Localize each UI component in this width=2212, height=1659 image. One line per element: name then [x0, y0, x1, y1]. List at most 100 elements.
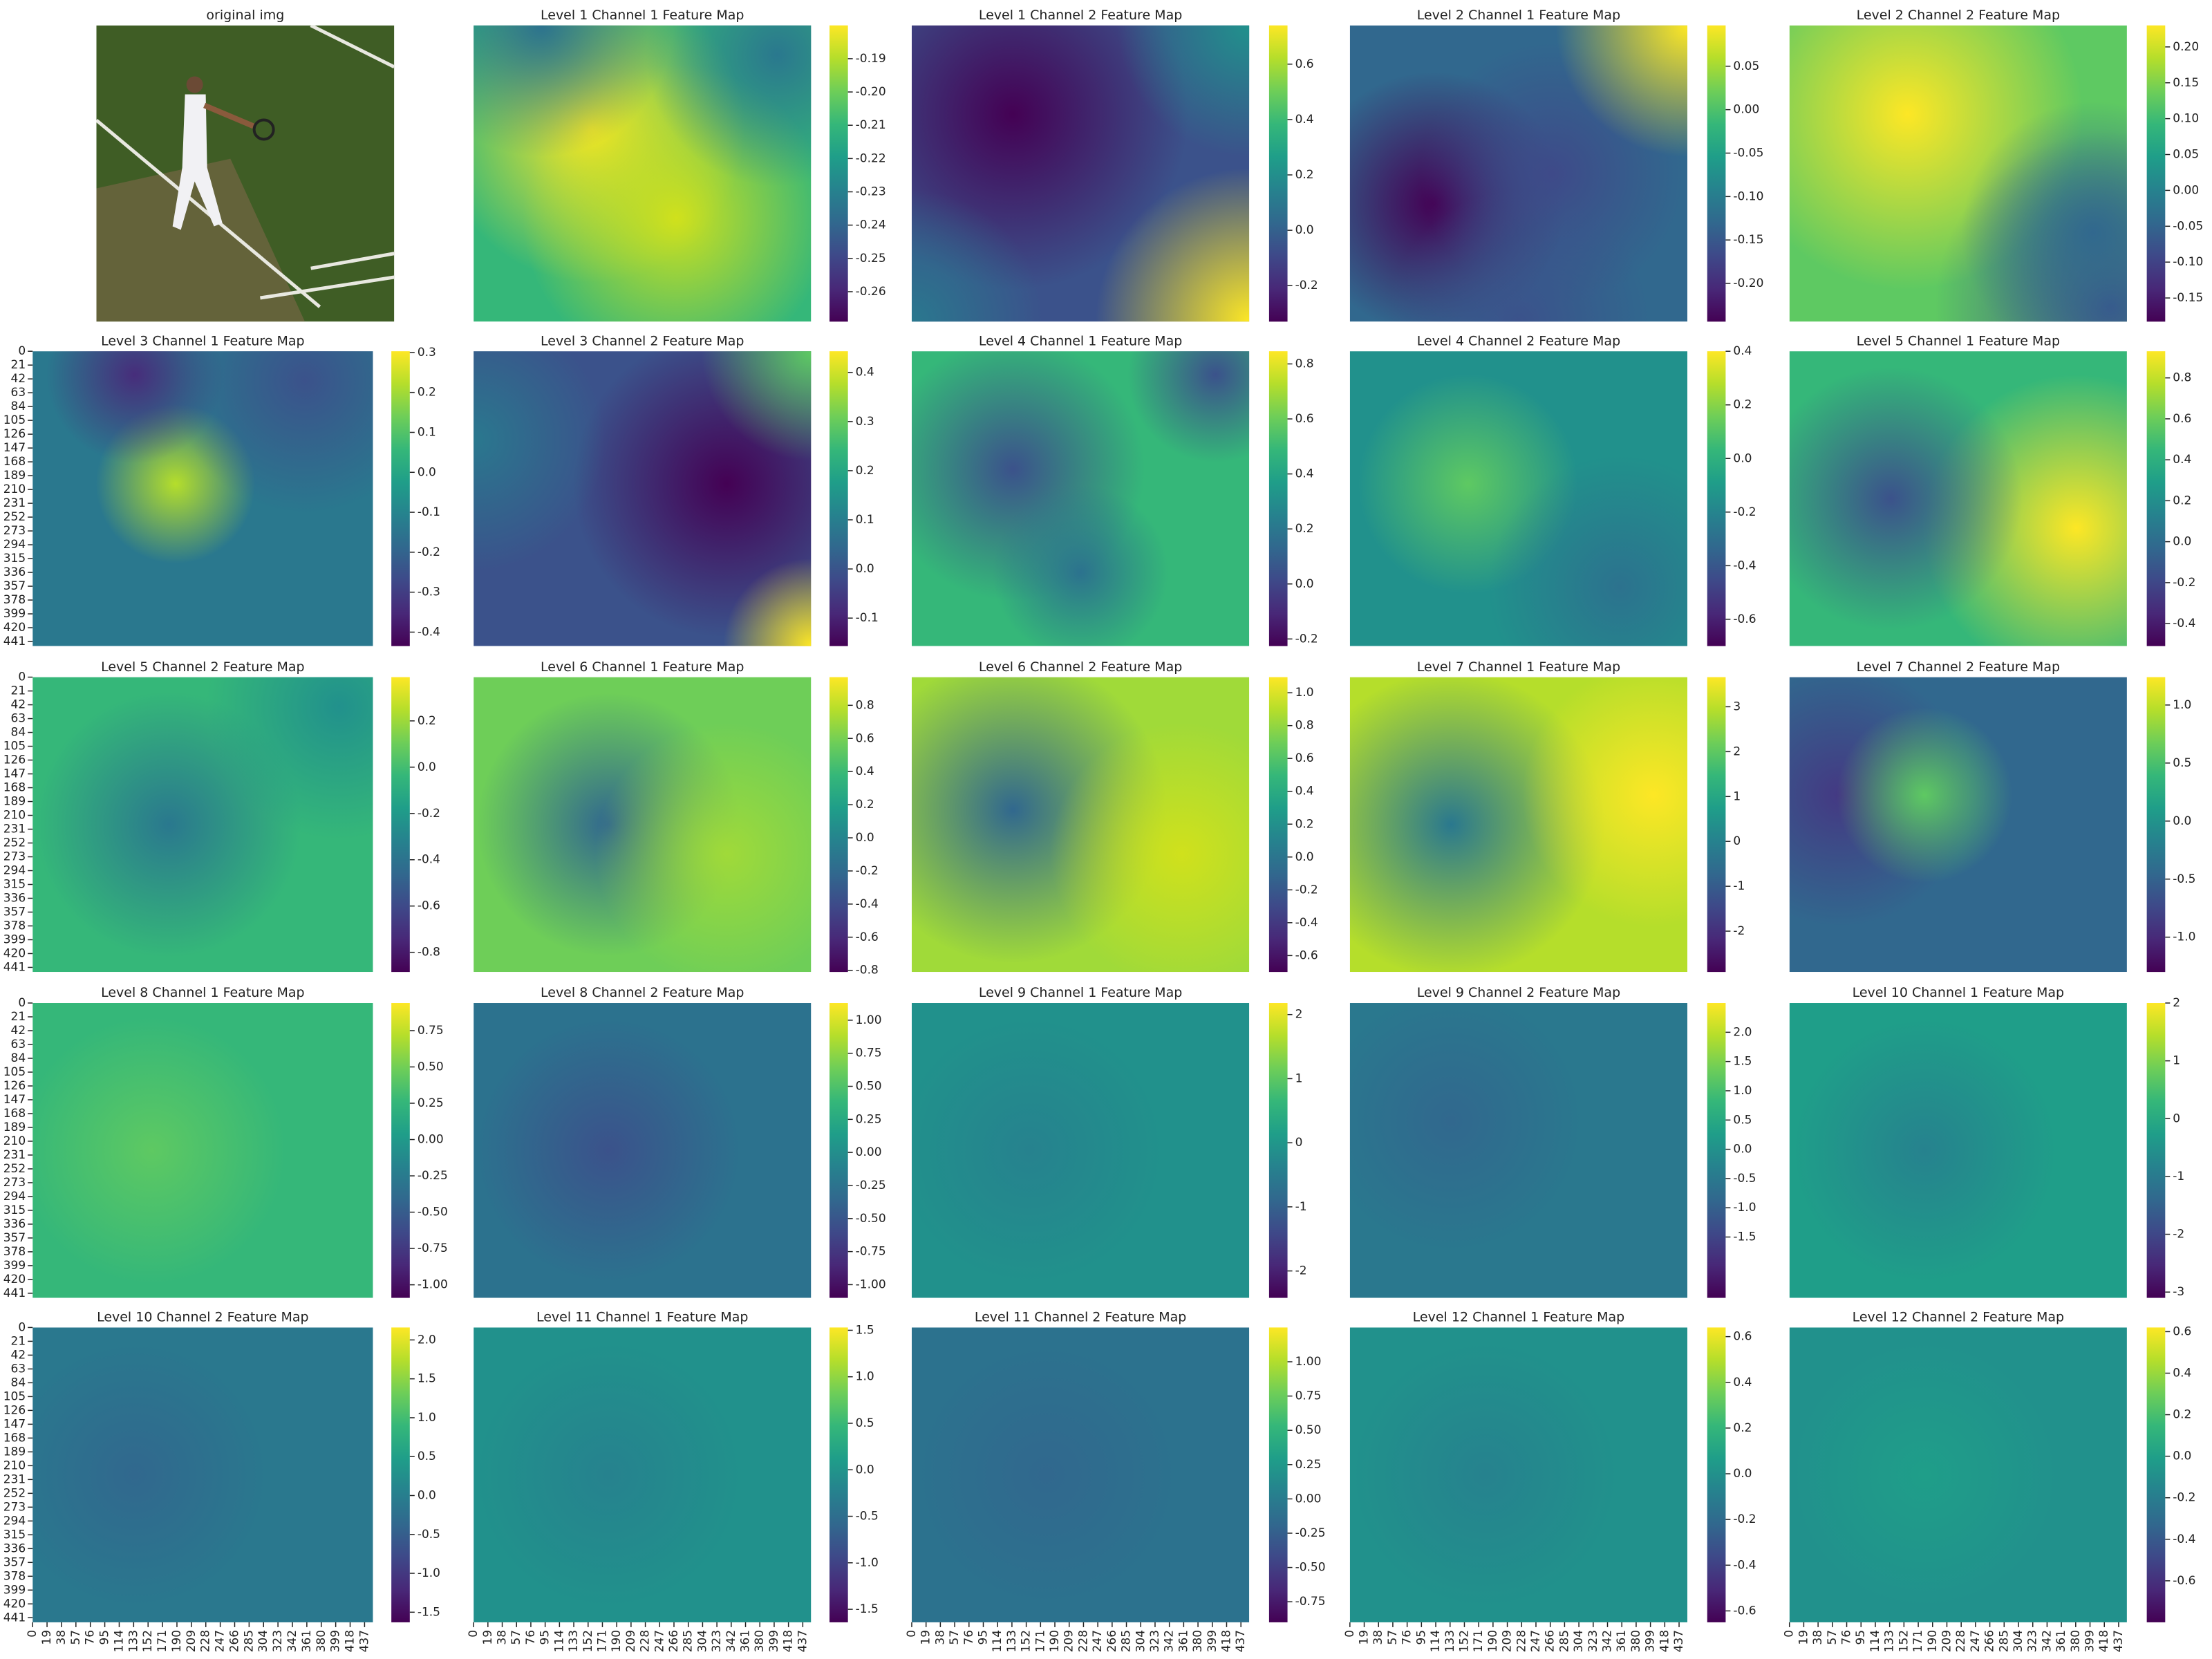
- y-tick-label: 399: [3, 1583, 26, 1597]
- y-tick-label: 168: [3, 1107, 26, 1121]
- colorbar-tick-label: -0.4: [856, 897, 879, 911]
- panel-title: Level 5 Channel 2 Feature Map: [101, 659, 304, 675]
- x-tick-label: 209: [185, 1630, 198, 1652]
- x-tick-label: 76: [84, 1630, 97, 1645]
- x-tick-label: 133: [126, 1630, 140, 1652]
- colorbar: [391, 677, 410, 973]
- colorbar-tick-label: -1: [1733, 879, 1745, 893]
- colorbar-tick-label: 2.0: [418, 1333, 436, 1347]
- x-tick-label: 209: [624, 1630, 638, 1652]
- colorbar-tick-label: 0.2: [2173, 494, 2191, 507]
- colorbar-tick-label: -0.5: [856, 1510, 879, 1524]
- colorbar-tick-label: 0.75: [1295, 1389, 1322, 1403]
- colorbar-tick-label: 0.0: [856, 831, 874, 845]
- x-tick-label: 0: [1783, 1630, 1797, 1638]
- colorbar-tick-label: 1: [2173, 1054, 2180, 1068]
- colorbar-tick-label: 0.00: [418, 1133, 444, 1147]
- y-tick-label: 357: [3, 1231, 26, 1245]
- x-tick-label: 399: [2083, 1630, 2097, 1652]
- x-tick-label: 95: [538, 1630, 552, 1645]
- court-line: [260, 275, 395, 300]
- y-tick-label: 441: [3, 635, 26, 648]
- x-tick-label: 399: [1644, 1630, 1658, 1652]
- colorbar-tick-label: 0.1: [418, 425, 436, 439]
- colorbar: [2146, 1003, 2166, 1298]
- y-tick-label: 231: [3, 823, 26, 836]
- heatmap: [474, 25, 812, 322]
- y-tick-label: 189: [3, 469, 26, 482]
- colorbar-tick-label: 1: [1733, 789, 1741, 803]
- x-tick-label: 247: [214, 1630, 227, 1652]
- heatmap: [1789, 1327, 2127, 1622]
- colorbar-tick-label: 0.25: [1295, 1458, 1322, 1472]
- colorbar-tick-label: 0.20: [2173, 40, 2199, 54]
- colorbar-tick-label: -0.2: [1295, 632, 1318, 646]
- colorbar-tick-label: 0.0: [418, 1488, 436, 1502]
- heatmap-blob: [32, 1018, 285, 1284]
- x-tick-label: 361: [300, 1630, 314, 1652]
- colorbar-tick-label: 0.3: [418, 346, 436, 359]
- colorbar-tick-label: -0.25: [418, 1169, 448, 1183]
- y-tick-label: 189: [3, 1445, 26, 1459]
- x-tick-label: 437: [1672, 1630, 1686, 1652]
- colorbar-tick-label: 0.2: [418, 714, 436, 728]
- heatmap-blob: [915, 1343, 1179, 1607]
- y-tick-label: 357: [3, 579, 26, 593]
- heatmap: [32, 677, 373, 973]
- colorbar-tick-label: 1.0: [856, 1370, 874, 1384]
- colorbar-tick-label: 0.4: [2173, 453, 2191, 467]
- colorbar-tick-label: 3: [1733, 700, 1741, 713]
- panel-title: Level 4 Channel 2 Feature Map: [1417, 333, 1620, 348]
- colorbar-tick-label: -0.25: [856, 1179, 886, 1192]
- colorbar-tick-label: 0: [1733, 834, 1741, 848]
- colorbar-tick-label: -0.50: [418, 1206, 448, 1219]
- court-line: [310, 25, 395, 68]
- x-tick-label: 95: [98, 1630, 112, 1645]
- colorbar-tick-label: 0.05: [2173, 148, 2199, 162]
- panel-title: Level 8 Channel 1 Feature Map: [101, 985, 304, 1000]
- x-tick-label: 152: [1897, 1630, 1911, 1652]
- colorbar-tick-label: 0.0: [418, 760, 436, 774]
- colorbar-tick-label: -0.10: [2173, 255, 2203, 269]
- heatmap-blob: [1837, 707, 2012, 883]
- y-tick-label: 336: [3, 1217, 26, 1231]
- x-tick-label: 418: [1219, 1630, 1233, 1652]
- y-tick-label: 168: [3, 455, 26, 469]
- y-tick-label: 105: [3, 1065, 26, 1079]
- x-tick-label: 361: [2054, 1630, 2068, 1652]
- x-tick-label: 152: [141, 1630, 155, 1652]
- panel-title: Level 10 Channel 2 Feature Map: [97, 1310, 309, 1325]
- x-tick-label: 38: [1811, 1630, 1825, 1645]
- colorbar-tick-label: 0.3: [856, 415, 874, 429]
- colorbar-tick-label: 0.6: [856, 731, 874, 745]
- x-tick-label: 323: [271, 1630, 285, 1652]
- colorbar-tick-label: -0.2: [418, 545, 440, 559]
- colorbar-tick-label: -1.00: [418, 1278, 448, 1292]
- colorbar-tick-label: -1.0: [1733, 1201, 1756, 1215]
- x-tick-label: 152: [1457, 1630, 1471, 1652]
- panel-title: Level 9 Channel 2 Feature Map: [1417, 985, 1620, 1000]
- heatmap: [474, 1327, 812, 1622]
- colorbar-tick-label: 1.5: [418, 1372, 436, 1386]
- colorbar: [1268, 351, 1288, 646]
- x-tick-label: 19: [1797, 1630, 1810, 1645]
- heatmap-blob: [1792, 1343, 2056, 1607]
- x-tick-label: 380: [753, 1630, 767, 1652]
- y-tick-label: 105: [3, 1389, 26, 1403]
- colorbar: [2146, 25, 2166, 322]
- x-tick-label: 57: [1826, 1630, 1839, 1645]
- y-tick-label: 105: [3, 413, 26, 427]
- colorbar-tick-label: 0.00: [1733, 103, 1759, 117]
- colorbar-tick-label: 0.00: [2173, 183, 2199, 197]
- colorbar: [830, 351, 848, 646]
- colorbar: [1707, 1327, 1726, 1622]
- x-tick-label: 342: [2040, 1630, 2054, 1652]
- colorbar: [2146, 1327, 2166, 1622]
- colorbar-tick-label: -0.25: [856, 252, 886, 265]
- panel-title: Level 1 Channel 2 Feature Map: [979, 8, 1182, 23]
- y-tick-label: 210: [3, 482, 26, 496]
- colorbar-tick-label: 1.0: [1733, 1084, 1752, 1098]
- colorbar-tick-label: 0.50: [856, 1080, 882, 1094]
- colorbar-tick-label: 0.00: [1295, 1492, 1322, 1506]
- colorbar-tick-label: 0.0: [2173, 1450, 2191, 1463]
